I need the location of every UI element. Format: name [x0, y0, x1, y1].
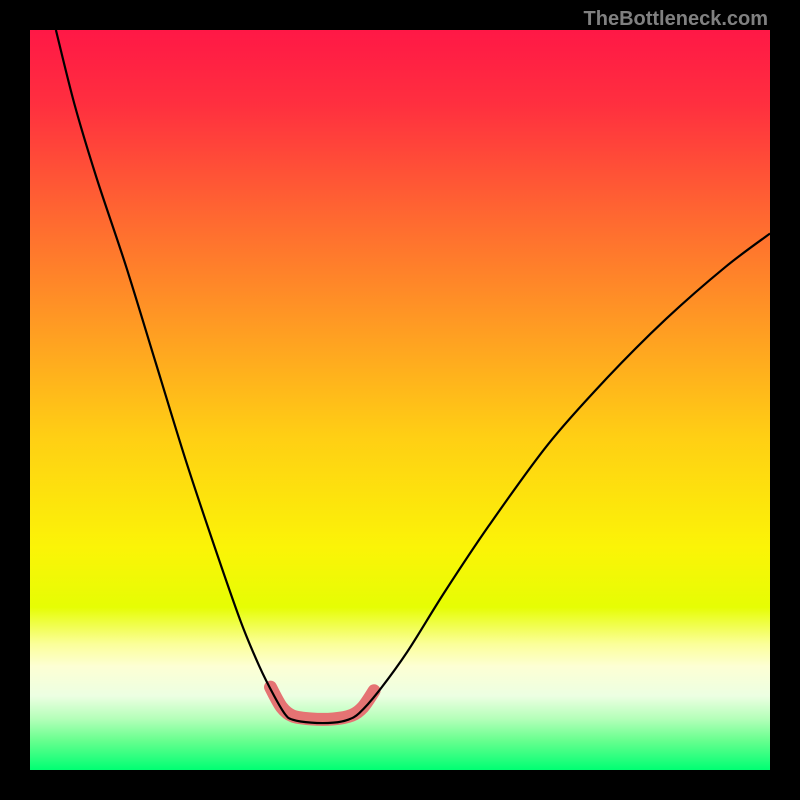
- chart-background: [30, 30, 770, 770]
- chart-area: [30, 30, 770, 770]
- chart-svg: [30, 30, 770, 770]
- watermark-text: TheBottleneck.com: [584, 8, 768, 31]
